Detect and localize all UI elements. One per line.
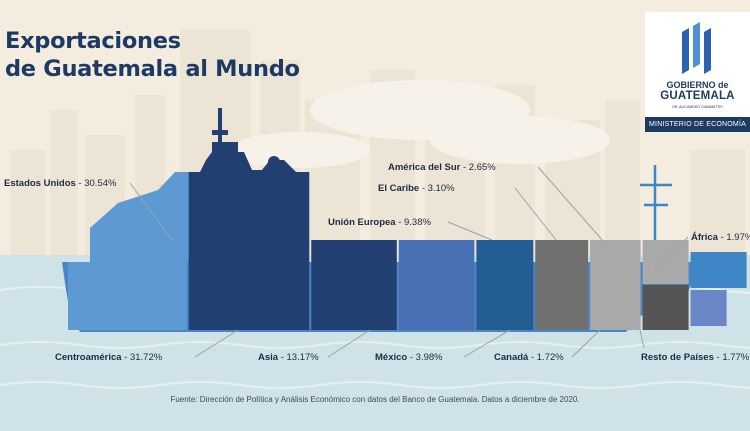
government-logo: GOBIERNO de GUATEMALA DR. ALEJANDRO GIAM…: [645, 12, 750, 132]
title-line-1: Exportaciones: [5, 28, 181, 54]
bar-canada: [642, 285, 689, 330]
bar-el-caribe: [535, 240, 589, 330]
leader-line: [537, 166, 605, 243]
leader-line: [327, 329, 371, 358]
bar-américa-del-sur: [590, 240, 641, 330]
data-label: África - 1.97%: [691, 232, 750, 243]
leader-line: [571, 329, 601, 358]
ministry-banner: MINISTERIO DE ECONOMÍA: [645, 117, 750, 132]
bar-centroamérica: [188, 172, 310, 330]
data-label: América del Sur - 2.65%: [388, 162, 496, 173]
leader-line: [447, 221, 493, 241]
leader-line: [654, 236, 689, 271]
data-label: México - 3.98%: [375, 352, 443, 363]
title-line-2: de Guatemala al Mundo: [5, 56, 300, 82]
flag-bars-icon: [682, 22, 711, 74]
bar-america-del-sur-stack: [642, 240, 689, 284]
bar-africa: [690, 252, 747, 288]
bar-resto-de-paises: [690, 290, 727, 326]
leader-line: [194, 329, 239, 358]
data-label: Centroamérica - 31.72%: [55, 352, 163, 363]
leader-line: [514, 187, 557, 241]
bow-deck: [90, 172, 200, 262]
data-label: Estados Unidos - 30.54%: [4, 178, 117, 189]
radar-mast: [218, 108, 222, 144]
clouds: [230, 80, 610, 168]
bar-estados-unidos: [68, 262, 187, 330]
data-label: Asia - 13.17%: [258, 352, 319, 363]
data-label: Unión Europea - 9.38%: [328, 217, 431, 228]
leader-line: [463, 329, 511, 358]
bar-unión-europea: [398, 240, 475, 330]
page-title: Exportaciones de Guatemala al Mundo: [5, 27, 300, 83]
bar-méxico: [476, 240, 534, 330]
radar-dish-icon: [268, 156, 280, 168]
data-label: El Caribe - 3.10%: [378, 183, 455, 194]
leader-line: [129, 182, 173, 241]
logo-line-president: DR. ALEJANDRO GIAMMATTEI: [672, 105, 723, 109]
logo-line-gobierno: GOBIERNO de: [666, 80, 729, 90]
leader-line: [639, 329, 645, 349]
data-label: Canadá - 1.72%: [494, 352, 564, 363]
logo-line-guatemala: GUATEMALA: [660, 90, 735, 102]
source-note: Fuente: Dirección de Política y Análisis…: [170, 395, 580, 404]
data-label: Resto de Países - 1.77%: [641, 352, 750, 363]
bridge-tower: [200, 142, 300, 180]
mast-crossbar: [212, 130, 228, 135]
bar-asia: [311, 240, 397, 330]
